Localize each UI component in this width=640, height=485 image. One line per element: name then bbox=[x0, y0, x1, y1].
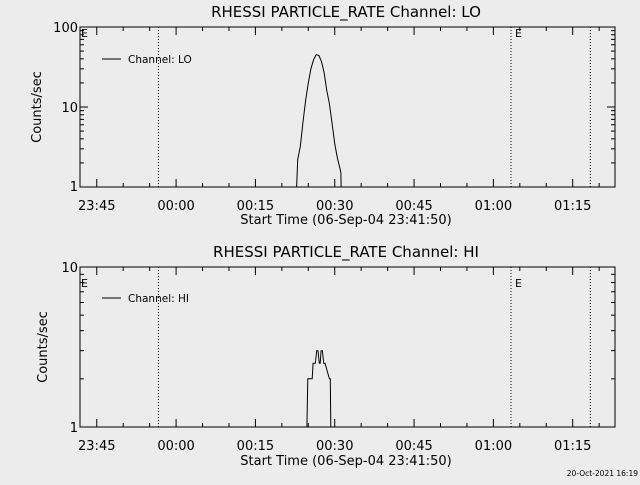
x-axis-label-hi: Start Time (06-Sep-04 23:41:50) bbox=[240, 454, 451, 469]
y-tick-label-hi-1: 1 bbox=[70, 421, 78, 436]
x-tick-marks-hi bbox=[80, 266, 615, 428]
legend-label-hi: Channel: HI bbox=[128, 293, 189, 305]
series-line-channel-hi bbox=[306, 350, 332, 428]
vertical-marker-lines-lo bbox=[157, 27, 591, 187]
x-tick-label: 00:15 bbox=[237, 199, 274, 214]
x-tick-label: 01:15 bbox=[554, 199, 591, 214]
y-tick-label-hi-10: 10 bbox=[61, 261, 78, 276]
x-tick-label: 01:00 bbox=[475, 199, 512, 214]
y-axis-label-lo: Counts/sec bbox=[30, 71, 45, 143]
chart-title-hi: RHESSI PARTICLE_RATE Channel: HI bbox=[213, 243, 479, 262]
vertical-marker-lines-hi bbox=[157, 267, 591, 427]
chart-title-lo: RHESSI PARTICLE_RATE Channel: LO bbox=[211, 3, 481, 22]
x-tick-label: 00:30 bbox=[316, 439, 353, 454]
panel-lo: RHESSI PARTICLE_RATE Channel: LO Counts/… bbox=[30, 3, 616, 228]
x-tick-label: 00:45 bbox=[395, 439, 432, 454]
x-tick-label: 00:45 bbox=[395, 199, 432, 214]
x-tick-label: 00:00 bbox=[157, 199, 194, 214]
marker-label-e-lo: E bbox=[515, 27, 522, 40]
y-tick-label-lo-10: 10 bbox=[61, 101, 78, 116]
x-tick-marks-lo bbox=[80, 26, 615, 188]
x-tick-labels-hi: 23:45 00:00 00:15 00:30 00:45 01:00 01:15 bbox=[78, 439, 591, 454]
x-tick-label: 23:45 bbox=[78, 199, 115, 214]
marker-label-e-left-hi: E bbox=[81, 277, 88, 290]
marker-label-e-hi: E bbox=[515, 277, 522, 290]
footer-timestamp: 20-Oct-2021 16:19 bbox=[567, 469, 638, 478]
y-axis-label-hi: Counts/sec bbox=[36, 311, 51, 383]
x-tick-label: 01:00 bbox=[475, 439, 512, 454]
y-tick-label-lo-1: 1 bbox=[70, 180, 78, 195]
series-line-channel-lo bbox=[296, 54, 342, 188]
plot-frame-hi bbox=[79, 266, 616, 428]
marker-label-e-left-lo: E bbox=[81, 27, 88, 40]
x-tick-label: 00:15 bbox=[237, 439, 274, 454]
panel-hi: RHESSI PARTICLE_RATE Channel: HI Counts/… bbox=[36, 243, 616, 469]
x-axis-label-lo: Start Time (06-Sep-04 23:41:50) bbox=[240, 213, 451, 228]
x-tick-labels-lo: 23:45 00:00 00:15 00:30 00:45 01:00 01:15 bbox=[78, 199, 591, 214]
plot-frame-lo bbox=[79, 26, 616, 188]
legend-label-lo: Channel: LO bbox=[128, 54, 192, 66]
x-tick-label: 00:00 bbox=[157, 439, 194, 454]
y-tick-label-lo-100: 100 bbox=[53, 21, 78, 36]
x-tick-label: 23:45 bbox=[78, 439, 115, 454]
x-tick-label: 00:30 bbox=[316, 199, 353, 214]
x-tick-label: 01:15 bbox=[554, 439, 591, 454]
